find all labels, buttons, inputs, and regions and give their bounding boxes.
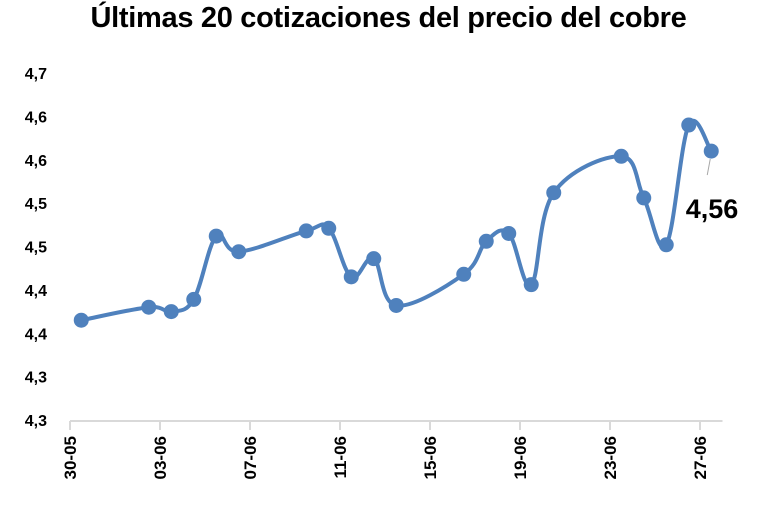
x-tick-label: 27-06 (691, 436, 710, 479)
data-point-marker (73, 312, 89, 328)
data-point-marker (546, 185, 562, 201)
data-point-marker (141, 299, 157, 315)
y-tick-label: 4,6 (25, 153, 47, 170)
data-point-marker (231, 244, 247, 260)
chart-title: Últimas 20 cotizaciones del precio del c… (90, 2, 687, 34)
data-point-marker (321, 220, 337, 236)
x-tick-label: 23-06 (601, 436, 620, 479)
y-tick-label: 4,4 (25, 283, 47, 300)
data-point-marker (366, 251, 382, 267)
data-point-marker (186, 291, 202, 307)
x-tick-label: 19-06 (511, 436, 530, 479)
x-tick-label: 07-06 (241, 436, 260, 479)
data-label-group: 4,56 (686, 158, 739, 224)
data-point-marker (478, 233, 494, 249)
data-point-marker (658, 237, 674, 253)
data-point-marker (681, 117, 697, 133)
data-point-marker (343, 269, 359, 285)
y-tick-label: 4,4 (25, 326, 47, 343)
x-tick-label: 11-06 (331, 436, 350, 479)
data-point-marker (208, 228, 224, 244)
x-tick-label: 30-05 (61, 436, 80, 479)
data-point-marker (501, 225, 517, 241)
x-tick-label: 03-06 (151, 436, 170, 479)
y-tick-label: 4,6 (25, 109, 47, 126)
data-label-last-value: 4,56 (686, 194, 739, 224)
y-axis: 4,7 4,6 4,6 4,5 4,5 4,4 4,4 4,3 4,3 (25, 66, 47, 430)
y-tick-label: 4,3 (25, 413, 47, 430)
data-label-leader-line (706, 158, 711, 176)
data-point-marker (636, 190, 652, 206)
data-point-marker (703, 143, 719, 159)
data-point-marker (163, 304, 179, 320)
y-tick-label: 4,5 (25, 196, 47, 213)
data-point-marker (523, 277, 539, 293)
y-tick-label: 4,3 (25, 370, 47, 387)
data-point-marker (388, 297, 404, 313)
data-point-marker (456, 266, 472, 282)
data-point-marker (298, 223, 314, 239)
y-tick-label: 4,5 (25, 240, 47, 257)
data-point-marker (613, 148, 629, 164)
x-tick-label: 15-06 (421, 436, 440, 479)
y-tick-label: 4,7 (25, 66, 47, 83)
copper-price-series (73, 117, 719, 328)
x-axis: 30-05 03-06 07-06 11-06 15-06 19-06 23-06 27-06 (61, 420, 723, 479)
